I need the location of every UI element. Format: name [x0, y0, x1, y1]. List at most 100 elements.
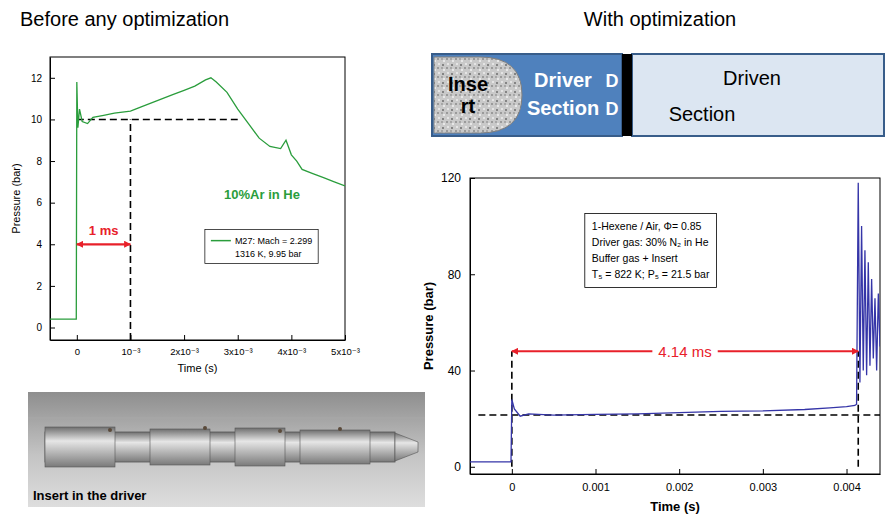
y-tick: 0 [36, 322, 55, 333]
shock-tube-diagram: Insert Driver Section DD Driven Section [432, 54, 884, 136]
x-tick: 3x10⁻³ [224, 335, 253, 357]
y-axis-title: Pressure (bar) [421, 282, 436, 370]
y-tick-label: 120 [441, 171, 461, 185]
y-tick-label: 2 [36, 281, 42, 292]
driver-label: Driver Section [527, 69, 599, 119]
driven-section [632, 54, 884, 136]
x-tick-label: 0.001 [582, 481, 610, 493]
y-axis: 024681012 [31, 58, 55, 341]
x-tick: 0.001 [582, 469, 610, 493]
x-tick-label: 0 [509, 481, 515, 493]
screw [203, 426, 207, 430]
x-axis: 0 10⁻³ 2x10⁻³ 3x10⁻³ 4x10⁻³ 5x10⁻³ [51, 335, 360, 357]
y-tick-mark [50, 119, 55, 120]
x-tick: 0.002 [666, 469, 694, 493]
y-tick-label: 6 [36, 197, 42, 208]
x-tick-label: 4x10⁻³ [277, 346, 306, 357]
x-tick-mark [77, 335, 78, 340]
info-line: T₅ = 822 K; P₅ = 21.5 bar [592, 268, 710, 280]
arrow-label-patch [652, 341, 717, 362]
x-tick-label: 0.004 [833, 481, 861, 493]
rod-segment [300, 430, 370, 464]
screw [338, 427, 342, 431]
x-axis-title: Time (s) [178, 362, 218, 374]
x-tick-label: 2x10⁻³ [170, 346, 199, 357]
x-tick-mark [763, 469, 764, 474]
x-tick-label: 3x10⁻³ [224, 346, 253, 357]
y-tick-mark [50, 328, 55, 329]
y-tick: 40 [448, 364, 475, 378]
x-tick-mark [847, 469, 848, 474]
diaphragm-label: D [606, 71, 619, 91]
x-tick-mark [184, 335, 185, 340]
legend-note: 1316 K, 9.95 bar [235, 249, 302, 259]
y-axis-title: Pressure (bar) [10, 163, 22, 233]
diaphragm [622, 54, 632, 136]
x-tick: 4x10⁻³ [277, 335, 306, 357]
info-line: Driver gas: 30% N₂ in He [592, 236, 709, 248]
y-tick-mark [470, 371, 475, 372]
x-tick: 0.003 [750, 469, 778, 493]
y-tick-mark [50, 161, 55, 162]
plot-area [470, 183, 880, 467]
screw [108, 428, 112, 432]
plot-area [50, 78, 345, 340]
driver-label-line: Driver [534, 69, 592, 91]
driven-label-line: Driven [723, 67, 781, 89]
reference-line [77, 119, 238, 121]
insert-label-line: rt [461, 95, 476, 117]
wall-line [28, 418, 425, 419]
chart-0: Before any optimization 0 10⁻³ 2x10⁻³ 3x10⁻³… [10, 8, 360, 374]
legend-swatch [211, 240, 231, 242]
legend-box [205, 230, 318, 264]
y-tick: 80 [448, 268, 475, 282]
x-tick-label: 0.003 [750, 481, 778, 493]
series-line [50, 78, 345, 319]
x-tick-mark [238, 335, 239, 340]
y-tick-label: 80 [448, 268, 462, 282]
legend: M27: Mach = 2.299 1316 K, 9.95 bar [205, 230, 318, 264]
y-tick-mark [470, 274, 475, 275]
y-tick-mark [50, 244, 55, 245]
y-tick: 2 [36, 281, 55, 292]
rod-segment [45, 427, 115, 467]
reference-line [857, 351, 859, 467]
driven-label-line: Section [669, 103, 736, 125]
legend-label: M27: Mach = 2.299 [235, 236, 312, 246]
diaphragm-label: D [606, 99, 619, 119]
x-tick-mark [512, 469, 513, 474]
x-tick-label: 10⁻³ [122, 346, 141, 357]
info-line: Buffer gas + Insert [592, 252, 678, 264]
arrow-label: 4.14 ms [658, 343, 711, 360]
insert-label-line: Inse [448, 73, 488, 95]
insert-shape [434, 57, 522, 133]
driver-section [432, 54, 622, 136]
x-tick: 2x10⁻³ [170, 335, 199, 357]
x-tick-label: 5x10⁻³ [331, 346, 360, 357]
x-tick: 0 [75, 335, 80, 357]
y-tick-mark [50, 286, 55, 287]
y-tick: 4 [36, 239, 55, 250]
driver-label-line: Section [527, 97, 599, 119]
x-tick-mark [596, 469, 597, 474]
y-tick-mark [50, 78, 55, 79]
x-tick-label: 0 [75, 346, 80, 357]
plot-frame [470, 178, 880, 474]
x-axis: 0 0.001 0.002 0.003 0.004 [471, 469, 881, 493]
x-tick-mark [679, 469, 680, 474]
photo-frame [28, 392, 425, 507]
x-tick: 0.004 [833, 469, 861, 493]
chart-title: Before any optimization [20, 8, 229, 30]
y-tick-label: 0 [454, 460, 461, 474]
y-tick-mark [470, 467, 475, 468]
info-box: 1-Hexene / Air, Φ= 0.85Driver gas: 30% N… [585, 214, 717, 288]
plot-frame [50, 57, 345, 340]
y-tick-label: 4 [36, 239, 42, 250]
photo-caption: Insert in the driver [33, 488, 146, 503]
rod-segment [150, 429, 210, 465]
chart-title: With optimization [584, 8, 736, 30]
insert-photo: Insert in the driver [28, 392, 425, 507]
y-tick-label: 0 [36, 322, 42, 333]
y-tick-label: 12 [31, 73, 43, 84]
reference-line [130, 119, 132, 340]
